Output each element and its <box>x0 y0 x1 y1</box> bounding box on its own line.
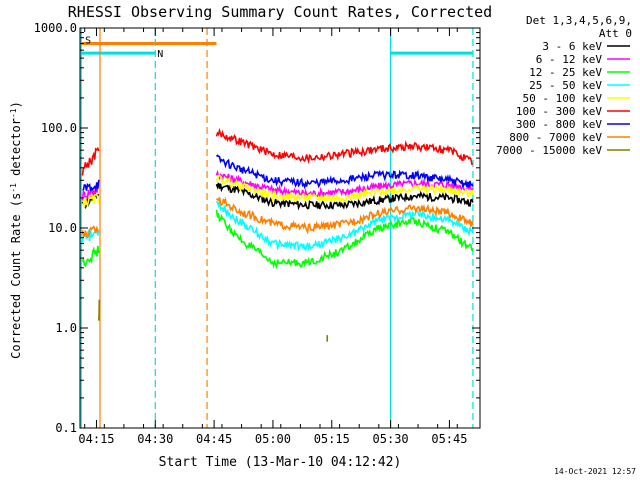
y-axis-label-end: ) <box>9 101 23 108</box>
legend-label: 50 - 100 keV <box>523 92 603 105</box>
legend-label: 800 - 7000 keV <box>509 131 602 144</box>
legend-label: 7000 - 15000 keV <box>496 144 602 157</box>
series-7 <box>81 196 474 239</box>
series-line <box>81 225 100 239</box>
x-tick-label: 04:45 <box>196 432 232 446</box>
series-line <box>81 146 100 176</box>
series-6 <box>82 154 474 193</box>
x-tick-label: 05:00 <box>255 432 291 446</box>
series-line <box>215 127 474 166</box>
timestamp: 14-Oct-2021 12:57 <box>554 467 636 476</box>
y-axis-label-mid: detector <box>9 118 23 183</box>
series-line <box>215 154 474 190</box>
x-tick-label: 05:15 <box>314 432 350 446</box>
series-line <box>215 182 474 211</box>
x-tick-label: 05:45 <box>431 432 467 446</box>
y-tick-label: 1000.0 <box>34 21 77 35</box>
series-line <box>215 209 474 270</box>
y-axis-label: Corrected Count Rate (s-1 detector-1) <box>9 101 24 359</box>
series-line <box>81 193 100 208</box>
y-axis-label-main: Corrected Count Rate (s <box>9 193 23 359</box>
series-line <box>82 179 100 193</box>
x-tick-label: 04:15 <box>78 432 114 446</box>
legend-header-line1: Det 1,3,4,5,6,9, <box>526 14 632 27</box>
flag-label: N <box>157 49 163 60</box>
series-5 <box>81 127 474 176</box>
chart-title: RHESSI Observing Summary Count Rates, Co… <box>68 3 492 21</box>
x-tick-label: 04:30 <box>137 432 173 446</box>
y-axis: 0.1 1.0 10.0 100.0 1000.0 <box>34 21 480 435</box>
legend-header-line2: Att 0 <box>599 27 632 40</box>
legend-label: 12 - 25 keV <box>529 66 602 79</box>
x-axis: 04:15 04:30 04:45 05:00 05:15 05:30 05:45 <box>78 28 467 446</box>
legend-label: 100 - 300 keV <box>516 105 602 118</box>
series-line <box>98 299 101 321</box>
x-tick-label: 05:30 <box>373 432 409 446</box>
legend-label: 6 - 12 keV <box>536 53 603 66</box>
flag-label: S <box>85 35 91 46</box>
series-4 <box>81 174 474 208</box>
y-tick-label: 0.1 <box>55 421 77 435</box>
legend-label: 25 - 50 keV <box>529 79 602 92</box>
y-axis-label-sup2: -1 <box>9 108 18 118</box>
series-line <box>215 174 474 204</box>
series-line <box>215 200 474 252</box>
series-line <box>81 245 100 268</box>
series-line <box>215 196 474 235</box>
series-2 <box>81 209 474 270</box>
attenuator-flags: SN <box>81 35 473 60</box>
y-axis-label-sup: -1 <box>9 183 18 193</box>
y-tick-label: 100.0 <box>41 121 77 135</box>
x-axis-label: Start Time (13-Mar-10 04:12:42) <box>159 455 402 470</box>
y-tick-label: 10.0 <box>48 221 77 235</box>
series-group <box>81 127 474 342</box>
legend-label: 3 - 6 keV <box>542 40 602 53</box>
series-8 <box>98 299 329 342</box>
legend-label: 300 - 800 keV <box>516 118 602 131</box>
y-tick-label: 1.0 <box>55 321 77 335</box>
